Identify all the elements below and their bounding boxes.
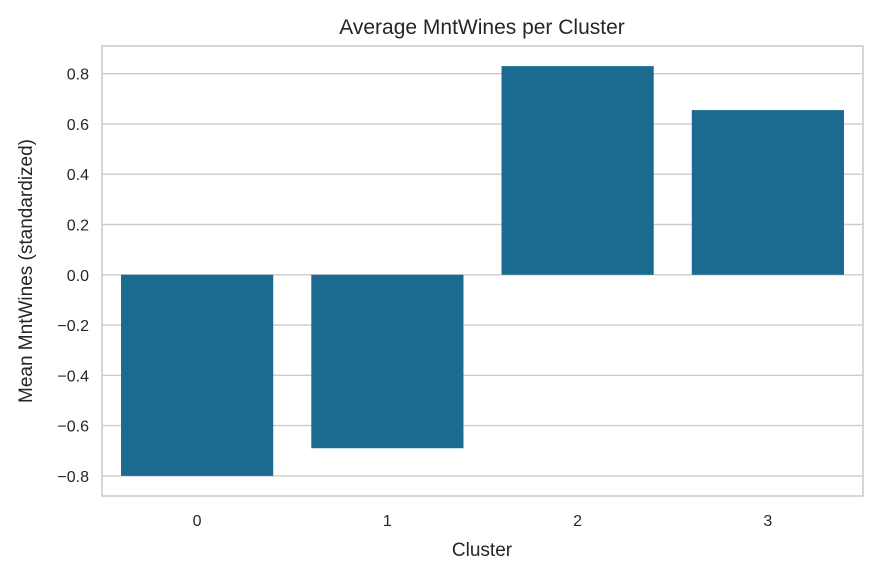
bar-cluster-2	[501, 66, 654, 275]
bar-cluster-3	[691, 110, 844, 275]
bars	[121, 66, 844, 476]
x-tick-label: 0	[193, 513, 202, 530]
y-tick-labels: 0.8 0.6 0.4 0.2 0.0 −0.2 −0.4 −0.6 −0.8	[57, 67, 89, 486]
x-tick-labels: 0 1 2 3	[193, 513, 773, 530]
bar-cluster-1	[311, 274, 464, 449]
x-tick-label: 3	[763, 513, 772, 530]
y-tick-label: −0.6	[57, 419, 89, 436]
x-axis-label: Cluster	[452, 540, 513, 561]
y-tick-label: 0.4	[67, 167, 89, 184]
y-tick-label: 0.6	[67, 117, 89, 134]
chart-title: Average MntWines per Cluster	[339, 16, 625, 39]
y-tick-label: 0.0	[67, 268, 89, 285]
y-tick-label: −0.2	[57, 318, 89, 335]
y-tick-label: −0.8	[57, 469, 89, 486]
plot-frame	[101, 45, 864, 497]
y-axis-label: Mean MntWines (standardized)	[16, 139, 37, 403]
x-tick-label: 2	[573, 513, 582, 530]
y-tick-label: −0.4	[57, 368, 89, 385]
y-tick-label: 0.8	[67, 67, 89, 84]
y-tick-label: 0.2	[67, 217, 89, 234]
x-tick-label: 1	[383, 513, 392, 530]
bar-cluster-0	[121, 274, 274, 476]
